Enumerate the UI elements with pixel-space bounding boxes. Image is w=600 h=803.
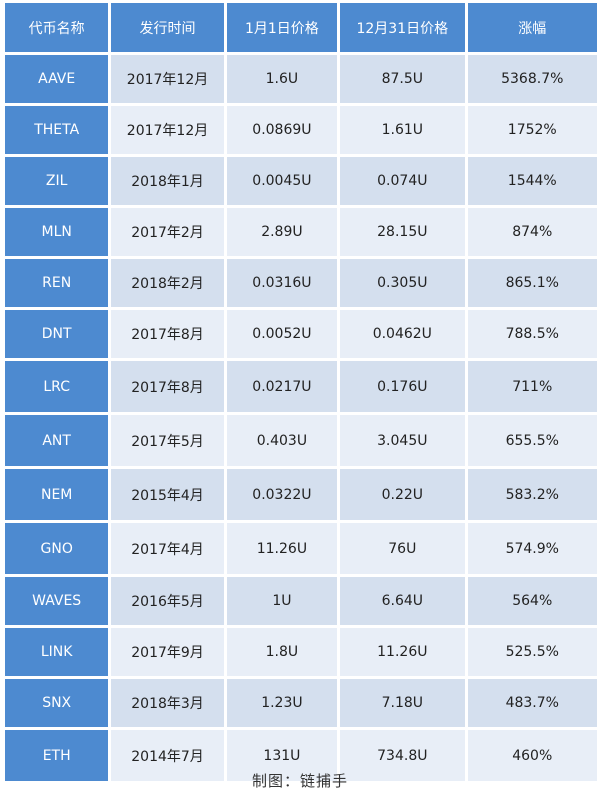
gain-cell: 460%	[467, 730, 597, 781]
header-jan1-price: 1月1日价格	[226, 3, 338, 52]
token-name-cell: THETA	[5, 106, 109, 154]
dec31-price-cell: 11.26U	[340, 628, 465, 676]
gain-cell: 874%	[467, 208, 597, 256]
issue-date-cell: 2017年9月	[111, 628, 224, 676]
dec31-price-cell: 7.18U	[340, 679, 465, 727]
dec31-price-cell: 6.64U	[340, 577, 465, 625]
token-name-cell: ZIL	[5, 157, 109, 205]
issue-date-cell: 2017年2月	[111, 208, 224, 256]
jan1-price-cell: 1.23U	[226, 679, 338, 727]
dec31-price-cell: 28.15U	[340, 208, 465, 256]
table-row: DNT 2017年8月 0.0052U 0.0462U 788.5%	[5, 310, 597, 358]
token-name-cell: AAVE	[5, 55, 109, 103]
dec31-price-cell: 87.5U	[340, 55, 465, 103]
table-body: AAVE 2017年12月 1.6U 87.5U 5368.7% THETA 2017年12…	[5, 55, 597, 781]
jan1-price-cell: 1U	[226, 577, 338, 625]
token-name-cell: GNO	[5, 523, 109, 574]
issue-date-cell: 2017年8月	[111, 310, 224, 358]
dec31-price-cell: 1.61U	[340, 106, 465, 154]
table-row: MLN 2017年2月 2.89U 28.15U 874%	[5, 208, 597, 256]
gain-cell: 788.5%	[467, 310, 597, 358]
issue-date-cell: 2014年7月	[111, 730, 224, 781]
dec31-price-cell: 734.8U	[340, 730, 465, 781]
table-row: THETA 2017年12月 0.0869U 1.61U 1752%	[5, 106, 597, 154]
table-row: LRC 2017年8月 0.0217U 0.176U 711%	[5, 361, 597, 412]
table-header: 代币名称 发行时间 1月1日价格 12月31日价格 涨幅	[5, 3, 597, 52]
jan1-price-cell: 0.0052U	[226, 310, 338, 358]
issue-date-cell: 2018年1月	[111, 157, 224, 205]
token-name-cell: ETH	[5, 730, 109, 781]
gain-cell: 655.5%	[467, 415, 597, 466]
token-name-cell: ANT	[5, 415, 109, 466]
dec31-price-cell: 3.045U	[340, 415, 465, 466]
gain-cell: 574.9%	[467, 523, 597, 574]
issue-date-cell: 2016年5月	[111, 577, 224, 625]
table-row: AAVE 2017年12月 1.6U 87.5U 5368.7%	[5, 55, 597, 103]
token-name-cell: LRC	[5, 361, 109, 412]
table-row: NEM 2015年4月 0.0322U 0.22U 583.2%	[5, 469, 597, 520]
issue-date-cell: 2015年4月	[111, 469, 224, 520]
gain-cell: 564%	[467, 577, 597, 625]
issue-date-cell: 2017年4月	[111, 523, 224, 574]
figure-caption: 制图：链捕手	[251, 772, 348, 790]
dec31-price-cell: 76U	[340, 523, 465, 574]
token-name-cell: MLN	[5, 208, 109, 256]
issue-date-cell: 2017年5月	[111, 415, 224, 466]
table-row: LINK 2017年9月 1.8U 11.26U 525.5%	[5, 628, 597, 676]
header-dec31-price: 12月31日价格	[340, 3, 465, 52]
dec31-price-cell: 0.176U	[340, 361, 465, 412]
jan1-price-cell: 1.8U	[226, 628, 338, 676]
token-name-cell: WAVES	[5, 577, 109, 625]
issue-date-cell: 2018年3月	[111, 679, 224, 727]
table-row: ZIL 2018年1月 0.0045U 0.074U 1544%	[5, 157, 597, 205]
gain-cell: 1544%	[467, 157, 597, 205]
jan1-price-cell: 0.0869U	[226, 106, 338, 154]
header-issue-date: 发行时间	[111, 3, 224, 52]
header-gain: 涨幅	[467, 3, 597, 52]
header-token-name: 代币名称	[5, 3, 109, 52]
token-name-cell: SNX	[5, 679, 109, 727]
gain-cell: 483.7%	[467, 679, 597, 727]
dec31-price-cell: 0.0462U	[340, 310, 465, 358]
issue-date-cell: 2018年2月	[111, 259, 224, 307]
jan1-price-cell: 2.89U	[226, 208, 338, 256]
dec31-price-cell: 0.305U	[340, 259, 465, 307]
gain-cell: 583.2%	[467, 469, 597, 520]
table-row: WAVES 2016年5月 1U 6.64U 564%	[5, 577, 597, 625]
jan1-price-cell: 11.26U	[226, 523, 338, 574]
dec31-price-cell: 0.074U	[340, 157, 465, 205]
jan1-price-cell: 0.403U	[226, 415, 338, 466]
crypto-gains-table: 代币名称 发行时间 1月1日价格 12月31日价格 涨幅 AAVE 2017年12…	[2, 0, 600, 784]
table-row: REN 2018年2月 0.0316U 0.305U 865.1%	[5, 259, 597, 307]
issue-date-cell: 2017年12月	[111, 106, 224, 154]
jan1-price-cell: 1.6U	[226, 55, 338, 103]
header-row: 代币名称 发行时间 1月1日价格 12月31日价格 涨幅	[5, 3, 597, 52]
table-row: ETH 2014年7月 131U 734.8U 460%	[5, 730, 597, 781]
jan1-price-cell: 0.0316U	[226, 259, 338, 307]
jan1-price-cell: 131U	[226, 730, 338, 781]
gain-cell: 865.1%	[467, 259, 597, 307]
token-name-cell: NEM	[5, 469, 109, 520]
gain-cell: 5368.7%	[467, 55, 597, 103]
table-row: ANT 2017年5月 0.403U 3.045U 655.5%	[5, 415, 597, 466]
token-name-cell: REN	[5, 259, 109, 307]
gain-cell: 711%	[467, 361, 597, 412]
token-name-cell: DNT	[5, 310, 109, 358]
jan1-price-cell: 0.0045U	[226, 157, 338, 205]
token-name-cell: LINK	[5, 628, 109, 676]
dec31-price-cell: 0.22U	[340, 469, 465, 520]
jan1-price-cell: 0.0217U	[226, 361, 338, 412]
table-row: GNO 2017年4月 11.26U 76U 574.9%	[5, 523, 597, 574]
issue-date-cell: 2017年12月	[111, 55, 224, 103]
gain-cell: 1752%	[467, 106, 597, 154]
issue-date-cell: 2017年8月	[111, 361, 224, 412]
table-row: SNX 2018年3月 1.23U 7.18U 483.7%	[5, 679, 597, 727]
gain-cell: 525.5%	[467, 628, 597, 676]
jan1-price-cell: 0.0322U	[226, 469, 338, 520]
